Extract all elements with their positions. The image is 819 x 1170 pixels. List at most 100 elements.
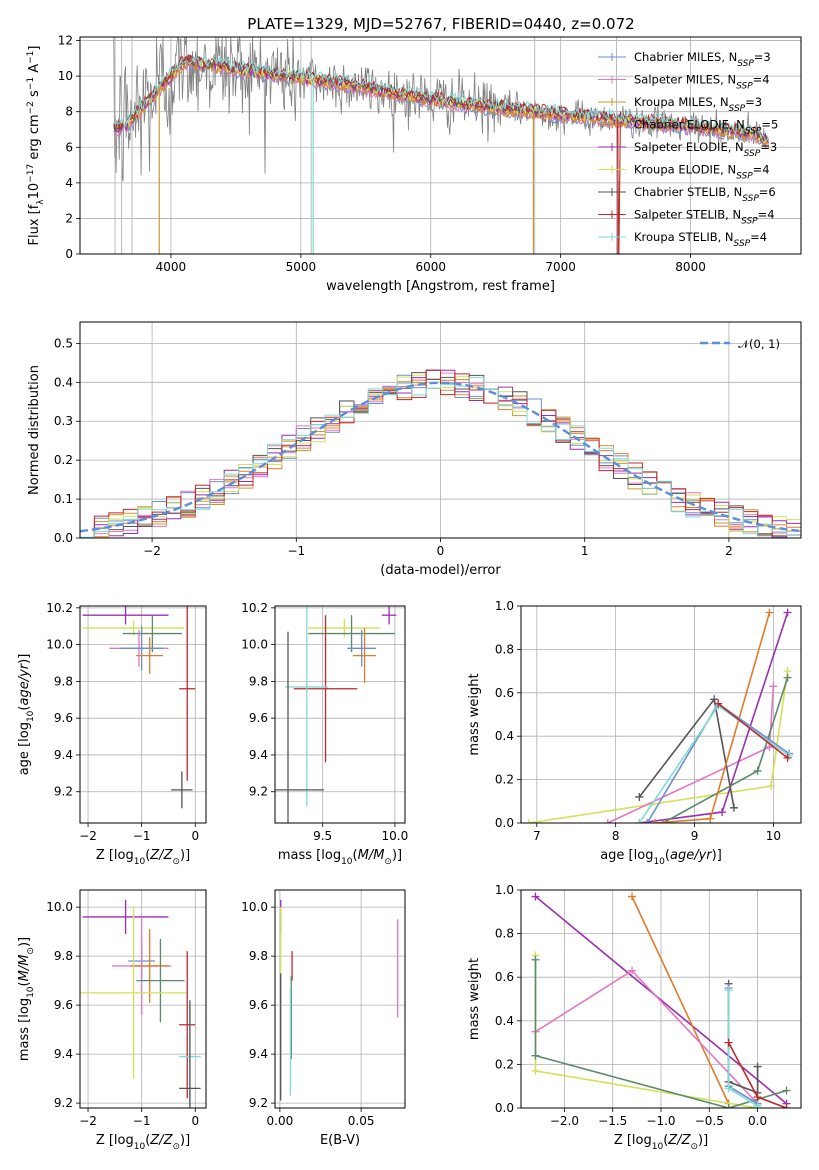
legend-entry: 𝒩(0, 1) xyxy=(738,337,780,351)
y-tick-label: 0.0 xyxy=(495,816,514,830)
data-point xyxy=(120,626,164,671)
y-tick-label: 0.1 xyxy=(54,492,73,506)
x-tick-label: 9 xyxy=(691,829,699,843)
plus-marker xyxy=(643,819,652,823)
axes-border xyxy=(79,605,207,824)
axes-border xyxy=(79,889,207,1109)
plus-marker xyxy=(628,966,637,975)
chart-spectrum: 4000 5000 6000 7000 8000 0 2 4 6 8 10 12 wavelength … xyxy=(26,34,802,294)
data-point xyxy=(353,628,377,684)
y-tick-label: 9.2 xyxy=(249,785,268,799)
data-point xyxy=(136,938,185,1023)
plus-marker xyxy=(531,892,540,901)
y-tick-label: 9.6 xyxy=(54,711,73,725)
x-tick-label: −1.0 xyxy=(646,1114,675,1128)
plus-marker xyxy=(783,673,792,682)
y-tick-label: 0.4 xyxy=(495,1014,514,1028)
plot-area xyxy=(531,892,791,1108)
x-tick-label: −2 xyxy=(143,544,161,558)
legend-entry: Chabrier MILES, NSSP=3 xyxy=(634,50,771,69)
y-tick-label: 10.2 xyxy=(46,601,73,615)
figure-title: PLATE=1329, MJD=52767, FIBERID=0440, z=0… xyxy=(247,15,634,33)
data-point xyxy=(179,1000,201,1108)
x-tick-label: 0.00 xyxy=(267,1114,294,1128)
x-tick-label: −0.5 xyxy=(695,1114,724,1128)
y-tick-label: 10.0 xyxy=(46,900,73,914)
y-tick-label: 10.2 xyxy=(241,601,268,615)
chart-mass-weight-vs-Z: −2.0 −1.5 −1.0 −0.5 0.0 0.0 0.2 0.4 0.6 0.8 1.0 Z [… xyxy=(467,883,802,1152)
axes-frame xyxy=(79,605,207,824)
x-tick-label: 10 xyxy=(766,829,781,843)
y-tick-label: 9.4 xyxy=(54,1047,73,1061)
y-tick-label: 9.8 xyxy=(54,949,73,963)
y-tick-label: 2 xyxy=(65,211,73,225)
legend: 𝒩(0, 1) xyxy=(700,337,780,351)
chart-mass-vs-Z: −2 −1 0 9.2 9.4 9.6 9.8 10.0 Z [log10(Z/Z⊙)] mass… xyxy=(17,889,207,1152)
x-tick-label: 0 xyxy=(191,829,199,843)
chart-age-vs-mass: 9.5 10.0 9.2 9.4 9.6 9.8 10.0 10.2 mass [log10(M… xyxy=(241,601,409,867)
y-tick-label: 1.0 xyxy=(495,883,514,897)
plus-marker xyxy=(724,1084,733,1093)
data-point xyxy=(293,615,358,763)
x-tick-label: 10.0 xyxy=(382,829,409,843)
y-tick-label: 0.6 xyxy=(495,686,514,700)
data-point xyxy=(285,606,329,807)
legend-entry: Chabrier ELODIE, NSSP=5 xyxy=(634,118,778,137)
mass-weight-line xyxy=(631,896,730,1104)
plus-marker xyxy=(783,608,792,617)
y-tick-label: 9.2 xyxy=(54,785,73,799)
plus-marker xyxy=(531,1051,540,1060)
normal-curve xyxy=(80,381,801,533)
data-point xyxy=(82,899,169,935)
chart-residuals: −2 −1 0 1 2 0.0 0.1 0.2 0.3 0.4 0.5 (data-model)/er… xyxy=(27,321,802,578)
plus-marker xyxy=(714,699,723,708)
plot-area xyxy=(275,606,397,823)
y-axis-label: Normed distribution xyxy=(27,365,42,495)
y-tick-label: 0.8 xyxy=(495,927,514,941)
y-tick-label: 0.2 xyxy=(54,453,73,467)
plus-marker xyxy=(753,766,762,775)
y-tick-label: 9.6 xyxy=(54,998,73,1012)
axes-frame xyxy=(520,889,802,1109)
x-tick-label: 2 xyxy=(725,544,733,558)
plus-marker xyxy=(753,1062,762,1071)
plus-marker xyxy=(767,782,776,791)
axes-border xyxy=(274,605,406,824)
legend-entry: Salpeter MILES, NSSP=4 xyxy=(634,73,770,92)
y-tick-label: 1.0 xyxy=(495,599,514,613)
x-axis-label: E(B-V) xyxy=(320,1133,360,1148)
legend-entry: Kroupa MILES, NSSP=3 xyxy=(634,95,762,114)
y-tick-label: 0.2 xyxy=(495,1057,514,1071)
y-tick-label: 9.4 xyxy=(54,748,73,762)
data-point xyxy=(130,929,169,1003)
plus-marker xyxy=(524,819,533,823)
y-tick-label: 9.2 xyxy=(54,1096,73,1110)
axes-frame xyxy=(520,605,802,824)
model-spectrum xyxy=(113,54,769,142)
plus-marker xyxy=(724,986,733,995)
axes-frame xyxy=(79,36,802,255)
y-tick-label: 0.4 xyxy=(54,375,73,389)
y-tick-label: 9.8 xyxy=(249,949,268,963)
x-tick-label: 7 xyxy=(533,829,541,843)
x-tick-label: −2 xyxy=(79,829,97,843)
data-point xyxy=(308,615,395,652)
axes-frame xyxy=(274,605,406,824)
x-axis-label: wavelength [Angstrom, rest frame] xyxy=(326,279,555,294)
y-tick-label: 12 xyxy=(58,34,73,48)
y-tick-label: 6 xyxy=(65,140,73,154)
plus-marker xyxy=(710,695,719,704)
y-tick-label: 8 xyxy=(65,105,73,119)
x-tick-label: 8000 xyxy=(675,260,706,274)
y-tick-label: 0.0 xyxy=(54,531,73,545)
x-tick-label: 6000 xyxy=(415,260,446,274)
legend-entry: Chabrier STELIB, NSSP=6 xyxy=(634,185,776,204)
y-tick-label: 0.6 xyxy=(495,970,514,984)
y-tick-label: 10 xyxy=(58,69,73,83)
plus-marker xyxy=(635,819,644,823)
y-tick-label: 0 xyxy=(65,247,73,261)
y-tick-label: 9.4 xyxy=(249,748,268,762)
y-axis-label: mass weight xyxy=(467,958,482,1040)
legend-entry: Kroupa ELODIE, NSSP=4 xyxy=(634,163,770,182)
x-axis-label: age [log10(age/yr)] xyxy=(600,848,722,867)
